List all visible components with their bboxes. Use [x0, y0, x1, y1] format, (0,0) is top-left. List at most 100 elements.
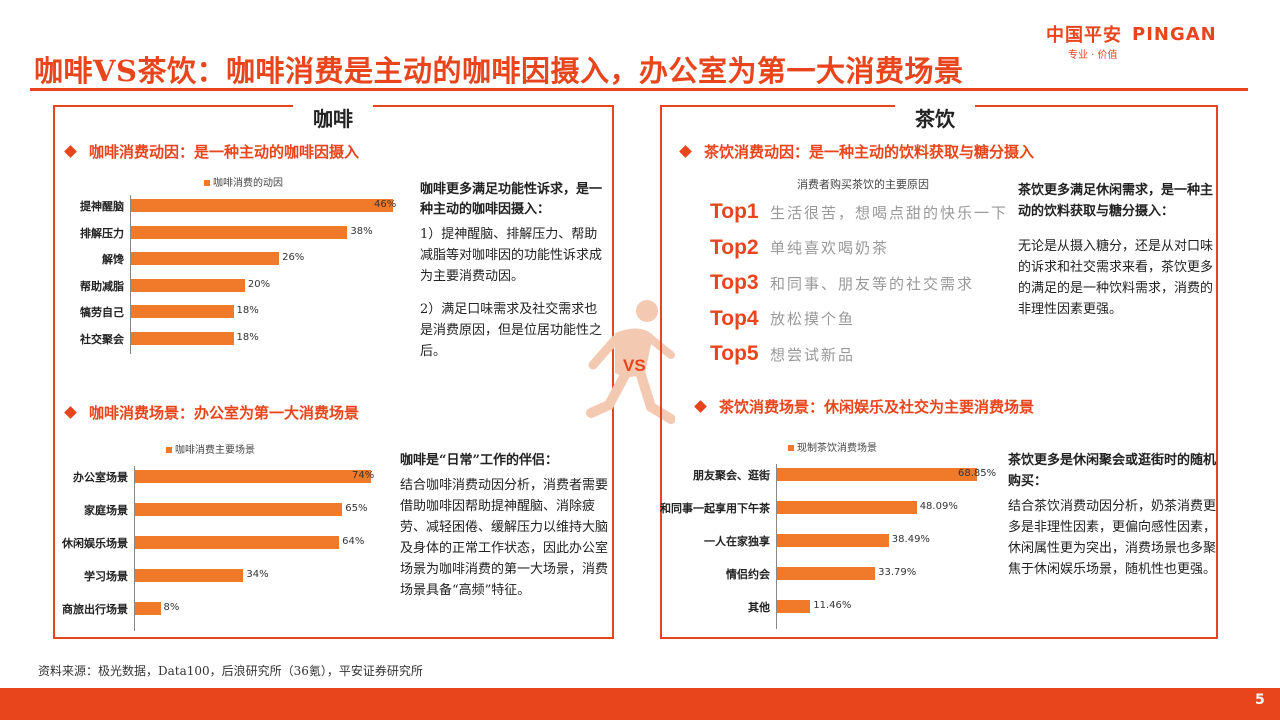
page-title: 咖啡VS茶饮：咖啡消费是主动的咖啡因摄入，办公室为第一大消费场景 [34, 54, 964, 88]
bar-value-label: 20% [247, 278, 271, 290]
page-number: 5 [1255, 692, 1265, 708]
diamond-bullet-icon [694, 399, 707, 413]
bar-category-label: 学习场景 [84, 570, 128, 583]
coffee-scene-legend: 咖啡消费主要场景 [166, 441, 255, 456]
rank-tag: Top2 [710, 235, 759, 259]
title-divider [30, 88, 1248, 91]
source-note: 资料来源：极光数据，Data100，后浪研究所（36氪），平安证券研究所 [38, 664, 423, 678]
coffee-motive-title-text: 咖啡消费动因：是一种主动的咖啡因摄入 [89, 143, 360, 161]
rank-tag: Top5 [710, 342, 759, 365]
tea-reason-item: Top4 放松摸个鱼 [710, 306, 855, 332]
tea-motive-text-title: 茶饮更多满足休闲需求，是一种主动的饮料获取与糖分摄入： [1018, 183, 1214, 219]
legend-swatch [788, 445, 794, 451]
tea-reason-item: Top3 和同事、朋友等的社交需求 [710, 270, 974, 296]
bar-value-label: 46% [374, 199, 397, 210]
chart-axis [130, 195, 131, 354]
coffee-heading: 咖啡 [293, 103, 373, 132]
bar-value-label: 34% [246, 569, 269, 580]
tea-motive-text: 茶饮更多满足休闲需求，是一种主动的饮料获取与糖分摄入： 无论是从摄入糖分，还是从… [1018, 180, 1214, 320]
brand-logo: 中国平安 PINGAN [1046, 22, 1217, 47]
tea-heading: 茶饮 [895, 103, 975, 132]
coffee-scene-text: 咖啡是“日常”工作的伴侣： 结合咖啡消费动因分析，消费者需要借助咖啡因帮助提神醒… [400, 450, 608, 601]
reason-text: 单纯喜欢喝奶茶 [770, 239, 890, 257]
coffee-motive-text-p2: 2）满足口味需求及社交需求也是消费原因，但是位居功能性之后。 [420, 302, 603, 359]
bar-value-label: 38.49% [891, 534, 930, 545]
tea-scene-text-title: 茶饮更多是休闲聚会或逛街时的随机购买： [1008, 453, 1217, 489]
coffee-motive-legend: 咖啡消费的动因 [204, 174, 283, 189]
bar-value-label: 64% [342, 536, 365, 547]
reason-text: 放松摸个鱼 [770, 310, 856, 328]
tea-reason-item: Top5 想尝试新品 [710, 341, 855, 367]
bar [135, 503, 343, 516]
bar-value-label: 74% [352, 470, 375, 481]
bar-category-label: 提神醒脑 [80, 200, 124, 213]
coffee-scene-section-title: 咖啡消费场景：办公室为第一大消费场景 [64, 402, 360, 423]
legend-swatch [166, 447, 172, 453]
tea-scene-text: 茶饮更多是休闲聚会或逛街时的随机购买： 结合茶饮消费动因分析，奶茶消费更多是非理… [1008, 450, 1216, 580]
bar [777, 567, 876, 580]
bar [131, 225, 348, 239]
legend-swatch [204, 180, 210, 186]
legend-text: 现制茶饮消费场景 [797, 443, 877, 454]
chart-axis [776, 464, 777, 629]
coffee-motive-text-title: 咖啡更多满足功能性诉求，是一种主动的咖啡因摄入： [420, 182, 603, 217]
coffee-motive-section-title: 咖啡消费动因：是一种主动的咖啡因摄入 [64, 141, 360, 162]
bar [777, 501, 917, 514]
bar-category-label: 帮助减脂 [80, 279, 124, 293]
bar [131, 305, 234, 318]
tea-reason-item: Top2 单纯喜欢喝奶茶 [710, 235, 889, 261]
bar-value-label: 65% [345, 503, 368, 514]
bar [135, 536, 340, 549]
bar [777, 534, 889, 547]
bar [131, 199, 393, 212]
rank-tag: Top4 [710, 306, 759, 330]
bar-category-label: 办公室场景 [73, 471, 128, 484]
bar [131, 331, 234, 345]
tea-scene-text-body: 结合茶饮消费动因分析，奶茶消费更多是非理性因素，更偏向感性因素，休闲属性更为突出… [1008, 499, 1217, 577]
bar-value-label: 48.09% [919, 501, 958, 512]
legend-text: 咖啡消费主要场景 [175, 445, 255, 456]
brand-cn: 中国平安 [1046, 25, 1122, 46]
bar-category-label: 犒劳自己 [80, 306, 124, 319]
bar-value-label: 26% [282, 252, 305, 263]
bar-value-label: 8% [163, 602, 180, 613]
bar-value-label: 18% [236, 305, 259, 316]
reason-text: 生活很苦，想喝点甜的快乐一下 [770, 203, 1009, 222]
bar [777, 468, 977, 481]
bar [135, 602, 161, 615]
coffee-scene-title-text: 咖啡消费场景：办公室为第一大消费场景 [89, 404, 360, 422]
bar [135, 470, 371, 483]
tea-scene-section-title: 茶饮消费场景：休闲娱乐及社交为主要消费场景 [694, 396, 1035, 417]
coffee-scene-text-body: 结合咖啡消费动因分析，消费者需要借助咖啡因帮助提神醒脑、消除疲劳、减轻困倦、缓解… [400, 478, 609, 598]
coffee-motive-text-p1: 1）提神醒脑、排解压力、帮助减脂等对咖啡因的功能性诉求成为主要消费动因。 [420, 227, 603, 284]
bar [131, 252, 280, 265]
chart-axis [134, 466, 135, 631]
bar-category-label: 解馋 [102, 253, 124, 266]
bar-category-label: 休闲娱乐场景 [62, 537, 128, 550]
tea-motive-section-title: 茶饮消费动因：是一种主动的饮料获取与糖分摄入 [679, 141, 1035, 162]
coffee-motive-text: 咖啡更多满足功能性诉求，是一种主动的咖啡因摄入： 1）提神醒脑、排解压力、帮助减… [420, 180, 610, 362]
bar [135, 569, 244, 582]
diamond-bullet-icon [679, 144, 692, 158]
tea-scene-legend: 现制茶饮消费场景 [788, 439, 877, 454]
diamond-bullet-icon [64, 405, 77, 419]
tea-reason-item: Top1 生活很苦，想喝点甜的快乐一下 [710, 199, 1008, 225]
reason-text: 和同事、朋友等的社交需求 [770, 274, 975, 293]
tea-motive-text-body: 无论是从摄入糖分，还是从对口味的诉求和社交需求来看，茶饮更多的满足的是一种饮料需… [1018, 239, 1214, 317]
bar-category-label: 情侣约会 [726, 568, 770, 581]
bar-category-label: 排解压力 [80, 226, 124, 240]
diamond-bullet-icon [64, 144, 77, 158]
bar [777, 600, 811, 613]
bar-category-label: 其他 [748, 601, 770, 614]
bar-value-label: 18% [236, 331, 259, 343]
coffee-scene-text-title: 咖啡是“日常”工作的伴侣： [400, 453, 558, 468]
tea-motive-title-text: 茶饮消费动因：是一种主动的饮料获取与糖分摄入 [704, 143, 1035, 161]
rank-tag: Top3 [710, 271, 759, 294]
bar-category-label: 家庭场景 [84, 504, 128, 517]
reason-text: 想尝试新品 [770, 345, 856, 364]
vs-label: VS [623, 356, 646, 375]
bar-category-label: 和同事一起享用下午茶 [660, 502, 770, 515]
rank-tag: Top1 [710, 200, 759, 223]
tea-scene-title-text: 茶饮消费场景：休闲娱乐及社交为主要消费场景 [719, 398, 1035, 416]
legend-text: 咖啡消费的动因 [213, 178, 283, 189]
